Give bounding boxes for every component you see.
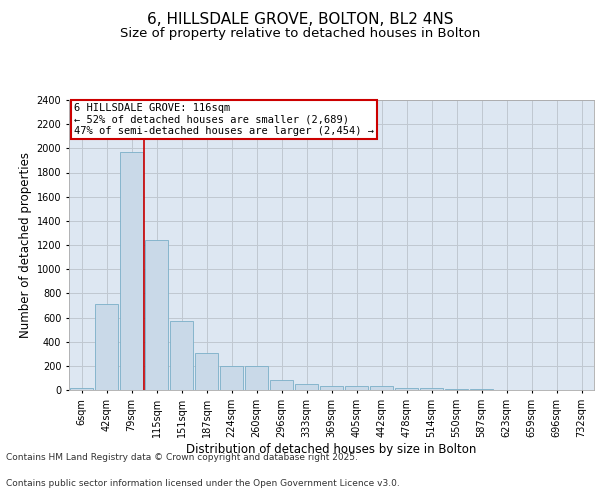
Text: 6, HILLSDALE GROVE, BOLTON, BL2 4NS: 6, HILLSDALE GROVE, BOLTON, BL2 4NS xyxy=(147,12,453,28)
Bar xyxy=(320,386,343,390)
Text: Contains HM Land Registry data © Crown copyright and database right 2025.: Contains HM Land Registry data © Crown c… xyxy=(6,454,358,462)
Bar xyxy=(270,380,293,390)
Bar xyxy=(370,386,393,390)
Bar xyxy=(120,152,143,390)
Bar xyxy=(195,353,218,390)
Text: Size of property relative to detached houses in Bolton: Size of property relative to detached ho… xyxy=(120,28,480,40)
Bar xyxy=(220,366,243,390)
Text: 6 HILLSDALE GROVE: 116sqm
← 52% of detached houses are smaller (2,689)
47% of se: 6 HILLSDALE GROVE: 116sqm ← 52% of detac… xyxy=(74,103,374,136)
Bar xyxy=(145,240,168,390)
Bar xyxy=(245,366,268,390)
Bar xyxy=(95,304,118,390)
Text: Contains public sector information licensed under the Open Government Licence v3: Contains public sector information licen… xyxy=(6,478,400,488)
Bar xyxy=(420,388,443,390)
Bar xyxy=(70,388,93,390)
Bar xyxy=(295,384,318,390)
Bar xyxy=(395,388,418,390)
Bar xyxy=(345,386,368,390)
X-axis label: Distribution of detached houses by size in Bolton: Distribution of detached houses by size … xyxy=(187,442,476,456)
Y-axis label: Number of detached properties: Number of detached properties xyxy=(19,152,32,338)
Bar xyxy=(170,320,193,390)
